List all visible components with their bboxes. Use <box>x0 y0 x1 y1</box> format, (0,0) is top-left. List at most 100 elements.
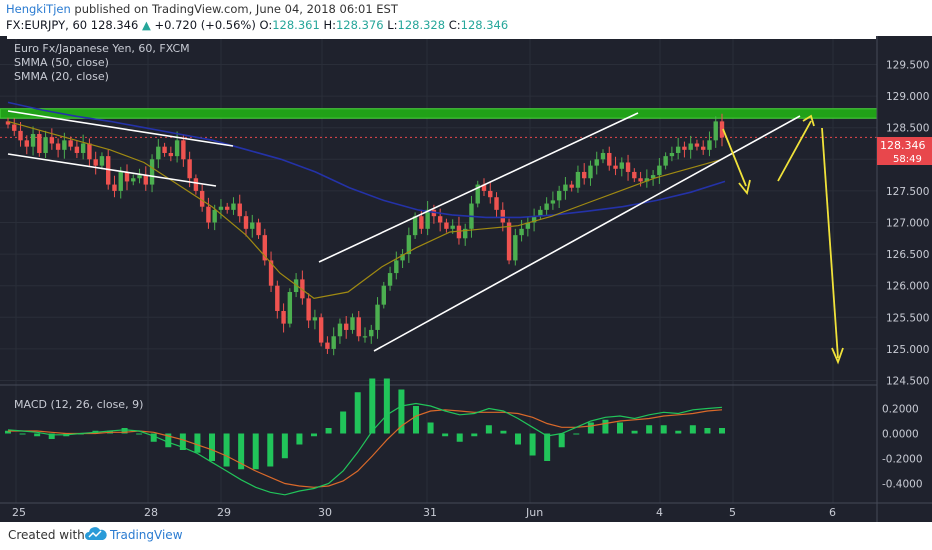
candle-body <box>199 190 205 207</box>
candle-body <box>369 329 374 337</box>
macd-tick-label: -0.4000 <box>882 479 923 491</box>
candle-body <box>663 156 668 166</box>
candle-body <box>600 152 606 160</box>
histogram-bar <box>296 433 303 445</box>
candle-body <box>506 222 512 261</box>
candle-body <box>719 121 725 138</box>
candle-body <box>300 279 305 299</box>
candle-body <box>694 143 700 147</box>
candle-body <box>394 260 399 274</box>
x-tick-label: 30 <box>318 506 332 519</box>
histogram-bar <box>471 433 478 437</box>
candle-body <box>644 178 650 182</box>
symbol-label: FX:EURJPY, 60 <box>6 18 88 32</box>
ascending-upper-trendline[interactable] <box>318 112 639 263</box>
time-axis[interactable]: 25 28 29 30 31 Jun 4 5 6 <box>12 506 836 519</box>
candle-body <box>325 342 330 349</box>
candle-body <box>362 336 368 338</box>
footer-bar: Created with TradingView <box>0 522 932 550</box>
chart-panel[interactable]: 129.500129.000128.500128.000127.500127.0… <box>0 36 932 522</box>
histogram-bar <box>340 411 347 434</box>
candle-body <box>149 159 155 185</box>
arrow-down-long[interactable] <box>821 127 844 365</box>
resistance-zone[interactable] <box>0 108 878 119</box>
top-white-line <box>7 36 876 39</box>
candle-body <box>519 228 524 236</box>
candle-body <box>168 152 174 157</box>
arrow-up[interactable] <box>777 114 815 182</box>
candle-body <box>162 146 167 153</box>
high-label: H: <box>323 18 336 32</box>
candle-body <box>49 137 55 144</box>
candle-body <box>563 184 568 191</box>
candle-body <box>488 190 493 198</box>
candle-body <box>412 216 418 236</box>
projection-arrows[interactable] <box>722 114 844 365</box>
candle-body <box>400 254 405 261</box>
ascending-lower-trendline[interactable] <box>373 115 801 352</box>
candle-body <box>281 310 286 324</box>
histogram-bar <box>689 425 696 434</box>
smma50-legend[interactable]: SMMA (50, close) <box>14 56 109 69</box>
histogram-bar <box>238 433 245 470</box>
macd-tick-label: 0.2000 <box>882 404 919 416</box>
histogram-bar <box>500 430 507 434</box>
candle-body <box>701 146 706 150</box>
open-value: 128.361 <box>272 18 320 32</box>
chart-canvas[interactable]: 129.500129.000128.500128.000127.500127.0… <box>0 36 932 522</box>
descending-lower-trendline[interactable] <box>7 153 217 187</box>
candle-body <box>18 130 23 141</box>
candle-body <box>588 165 593 179</box>
macd-legend[interactable]: MACD (12, 26, close, 9) <box>14 398 144 411</box>
candle-body <box>569 184 574 188</box>
histogram-bar <box>48 433 55 439</box>
histogram-bar <box>602 419 609 434</box>
candle-body <box>494 197 499 210</box>
candle-body <box>632 171 637 179</box>
descending-upper-trendline[interactable] <box>7 110 234 147</box>
candle-body <box>481 184 487 191</box>
candle-body <box>657 165 662 176</box>
y-tick-label: 125.000 <box>886 344 929 356</box>
candle-body <box>187 159 192 179</box>
candle-body <box>350 317 355 330</box>
macd-axis[interactable]: 0.2000 0.0000 -0.2000 -0.4000 <box>882 404 923 491</box>
candle-body <box>525 222 531 229</box>
candle-body <box>12 124 17 131</box>
price-badge-bg <box>877 137 932 165</box>
candle-body <box>181 140 186 160</box>
histogram-bar <box>573 433 580 435</box>
candle-body <box>463 228 468 239</box>
candle-body <box>381 285 386 305</box>
y-tick-label: 127.500 <box>886 186 929 198</box>
candle-body <box>106 156 111 185</box>
histogram-bar <box>675 430 682 434</box>
candle-body <box>550 200 556 204</box>
author-link[interactable]: HengkiTjen <box>6 2 71 16</box>
smma20-legend[interactable]: SMMA (20, close) <box>14 70 109 83</box>
candle-body <box>68 140 73 147</box>
candle-body <box>37 134 42 153</box>
candle-body <box>531 216 537 223</box>
x-tick-label: 31 <box>423 506 437 519</box>
x-tick-label: 29 <box>217 506 231 519</box>
candle-body <box>575 171 581 188</box>
candle-body <box>256 222 261 236</box>
candle-body <box>406 235 412 255</box>
arrow-down-short[interactable] <box>722 128 751 196</box>
candle-body <box>131 178 136 182</box>
candle-body <box>87 143 92 160</box>
chart-title: Euro Fx/Japanese Yen, 60, FXCM <box>14 42 190 55</box>
histogram-bar <box>19 433 26 435</box>
histogram-bar <box>223 433 230 467</box>
tradingview-brand-link[interactable]: TradingView <box>110 528 183 542</box>
histogram-bar <box>325 428 332 434</box>
y-tick-label: 125.500 <box>886 312 929 324</box>
candle-body <box>275 285 280 311</box>
candle-body <box>475 184 480 204</box>
histogram-bar <box>121 428 128 434</box>
trendline-drawings[interactable] <box>7 110 801 352</box>
candle-body <box>5 121 11 125</box>
candle-body <box>387 273 393 286</box>
up-arrow-icon: ▲ <box>141 18 151 32</box>
